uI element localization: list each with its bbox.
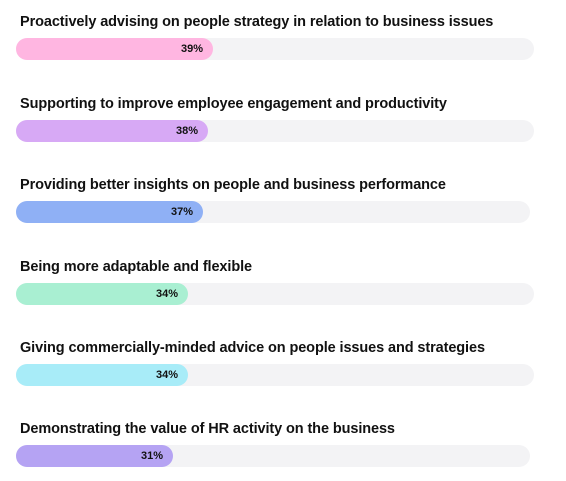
bar-track: 39% <box>16 38 534 60</box>
bar-fill <box>16 364 188 386</box>
bar-fill <box>16 445 173 467</box>
bar-row: Proactively advising on people strategy … <box>16 14 534 74</box>
bar-category-label: Proactively advising on people strategy … <box>20 14 494 30</box>
bar-category-label: Providing better insights on people and … <box>20 177 446 193</box>
bar-value-label: 34% <box>155 288 178 300</box>
bar-row: Supporting to improve employee engagemen… <box>16 96 534 156</box>
bar-value-label: 37% <box>170 206 193 218</box>
bar-value-label: 34% <box>155 369 178 381</box>
bar-track: 31% <box>16 445 530 467</box>
bar-value-label: 39% <box>180 43 203 55</box>
bar-row: Giving commercially-minded advice on peo… <box>16 340 534 400</box>
bar-track: 34% <box>16 283 534 305</box>
bar-category-label: Giving commercially-minded advice on peo… <box>20 340 485 356</box>
bar-track: 34% <box>16 364 534 386</box>
bar-fill <box>16 201 203 223</box>
bar-row: Being more adaptable and flexible 34% <box>16 259 534 319</box>
bar-category-label: Supporting to improve employee engagemen… <box>20 96 447 112</box>
bar-track: 37% <box>16 201 530 223</box>
bar-value-label: 38% <box>175 125 198 137</box>
bar-category-label: Demonstrating the value of HR activity o… <box>20 421 395 437</box>
bar-fill <box>16 283 188 305</box>
bar-row: Providing better insights on people and … <box>16 177 534 237</box>
bar-value-label: 31% <box>140 450 163 462</box>
bar-fill <box>16 38 213 60</box>
bar-fill <box>16 120 208 142</box>
bar-row: Demonstrating the value of HR activity o… <box>16 421 534 481</box>
bar-track: 38% <box>16 120 534 142</box>
bar-category-label: Being more adaptable and flexible <box>20 259 252 275</box>
